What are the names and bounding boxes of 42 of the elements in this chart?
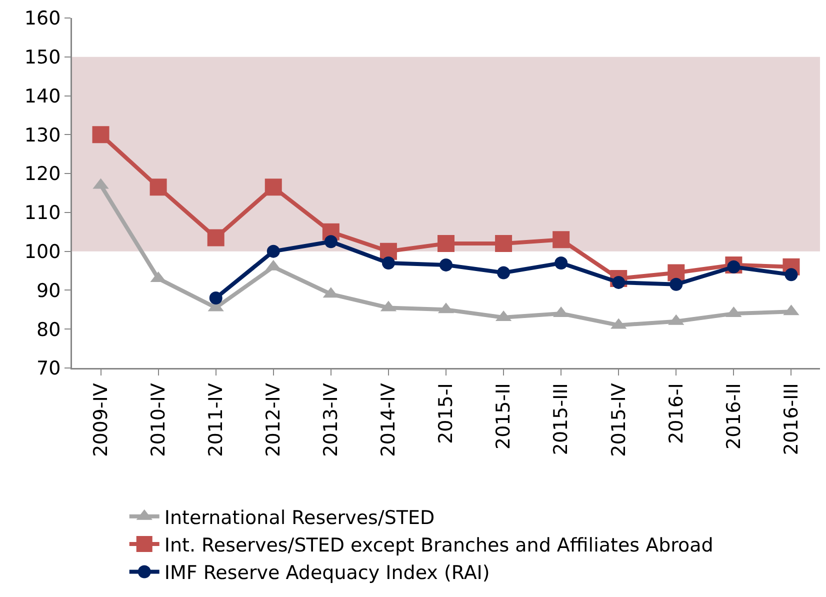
- x-tick-label: 2015-III: [550, 383, 572, 456]
- point: [784, 268, 798, 282]
- point: [554, 256, 568, 270]
- point: [382, 256, 395, 270]
- x-tick-label: 2016-II: [722, 383, 745, 450]
- y-tick-label: 110: [24, 202, 61, 224]
- legend-label: Int. Reserves/STED except Branches and Affiliates Abroad: [164, 534, 714, 556]
- x-tick-label: 2011-IV: [205, 383, 228, 457]
- x-tick-label: 2016-III: [780, 383, 802, 456]
- point: [209, 292, 222, 304]
- legend-label: IMF Reserve Adequacy Index (RAI): [164, 562, 490, 584]
- y-tick-label: 80: [36, 318, 61, 341]
- x-tick-label: 2014-IV: [378, 383, 400, 457]
- y-tick-label: 140: [24, 85, 61, 108]
- point: [266, 244, 280, 258]
- point: [440, 258, 452, 272]
- point: [552, 231, 570, 248]
- x-tick-label: 2015-II: [492, 383, 515, 450]
- x-tick-label: 2010-IV: [147, 383, 170, 457]
- y-tick-label: 100: [24, 240, 61, 263]
- y-tick-label: 70: [36, 358, 61, 380]
- x-tick-label: 2013-IV: [320, 383, 342, 457]
- point: [438, 235, 454, 252]
- y-tick-label: 120: [24, 163, 61, 186]
- x-tick-label: 2016-I: [665, 383, 688, 444]
- y-tick-label: 150: [24, 46, 61, 69]
- point: [668, 264, 685, 282]
- x-tick-label: 2015-IV: [608, 383, 630, 457]
- x-tick-label: 2015-I: [435, 383, 458, 444]
- point: [497, 266, 510, 280]
- point: [495, 235, 512, 252]
- legend-label: International Reserves/STED: [164, 506, 435, 529]
- point: [670, 278, 683, 291]
- y-tick-label: 160: [24, 8, 61, 30]
- y-tick-label: 130: [24, 124, 61, 146]
- point: [324, 235, 338, 248]
- x-tick-label: 2012-IV: [262, 383, 285, 457]
- y-tick-label: 90: [36, 280, 61, 302]
- x-tick-label: 2009-IV: [90, 383, 112, 457]
- point: [207, 229, 224, 246]
- point: [264, 178, 282, 196]
- point: [150, 178, 167, 196]
